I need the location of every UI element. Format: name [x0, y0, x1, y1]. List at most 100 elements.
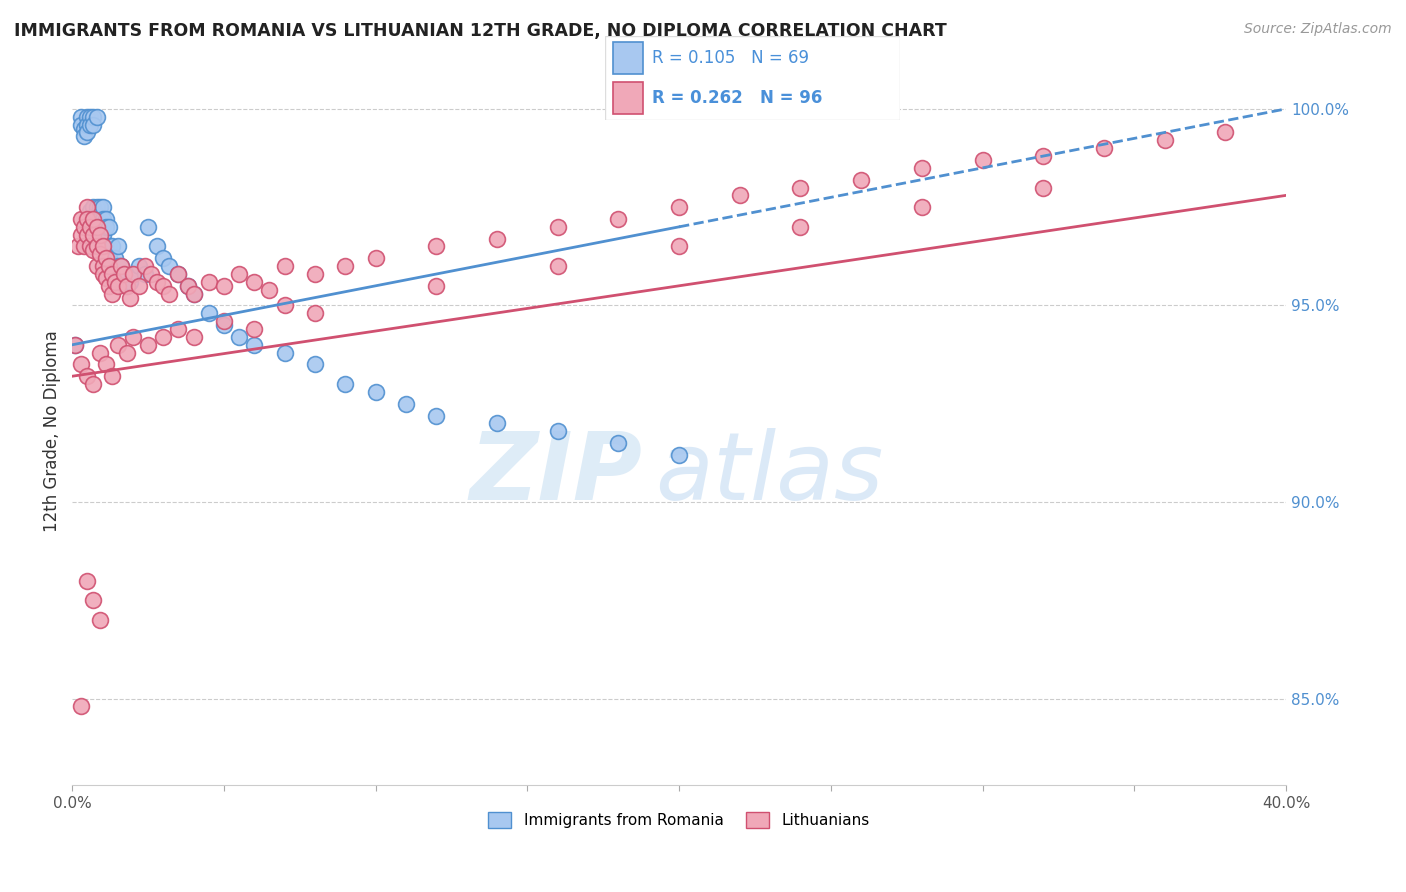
Point	[82, 200, 104, 214]
Point	[115, 345, 138, 359]
Y-axis label: 12th Grade, No Diploma: 12th Grade, No Diploma	[44, 330, 60, 533]
Point	[70, 699, 93, 714]
Point	[94, 239, 117, 253]
Point	[110, 259, 132, 273]
Point	[273, 298, 295, 312]
Point	[668, 200, 690, 214]
Point	[97, 278, 120, 293]
Text: R = 0.105   N = 69: R = 0.105 N = 69	[652, 49, 808, 67]
Point	[65, 338, 87, 352]
Point	[425, 278, 447, 293]
Point	[76, 369, 98, 384]
Point	[122, 267, 145, 281]
Point	[183, 330, 205, 344]
Point	[243, 338, 266, 352]
Point	[79, 110, 101, 124]
Point	[89, 232, 111, 246]
Point	[176, 278, 198, 293]
Point	[91, 219, 114, 234]
Point	[70, 118, 93, 132]
Point	[152, 330, 174, 344]
Point	[157, 259, 180, 273]
Point	[89, 200, 111, 214]
Point	[607, 211, 630, 226]
Point	[972, 153, 994, 167]
Point	[668, 448, 690, 462]
Point	[76, 118, 98, 132]
Point	[91, 239, 114, 253]
Point	[107, 338, 129, 352]
Point	[668, 239, 690, 253]
Point	[789, 180, 811, 194]
Point	[273, 345, 295, 359]
Point	[104, 252, 127, 266]
Point	[167, 322, 190, 336]
Point	[1153, 133, 1175, 147]
Text: R = 0.262   N = 96: R = 0.262 N = 96	[652, 89, 823, 107]
Point	[304, 358, 326, 372]
Point	[118, 291, 141, 305]
Point	[134, 259, 156, 273]
Point	[94, 219, 117, 234]
Point	[228, 330, 250, 344]
Point	[100, 369, 122, 384]
Point	[73, 129, 96, 144]
Point	[911, 161, 934, 175]
Point	[107, 239, 129, 253]
Point	[100, 286, 122, 301]
Point	[82, 110, 104, 124]
Point	[79, 219, 101, 234]
Point	[70, 227, 93, 242]
Point	[157, 286, 180, 301]
Point	[110, 259, 132, 273]
Point	[152, 252, 174, 266]
Legend: Immigrants from Romania, Lithuanians: Immigrants from Romania, Lithuanians	[482, 805, 876, 834]
Point	[104, 267, 127, 281]
Point	[82, 211, 104, 226]
Point	[395, 397, 418, 411]
Point	[728, 188, 751, 202]
Point	[1092, 141, 1115, 155]
Point	[86, 239, 108, 253]
Point	[547, 259, 569, 273]
Point	[1032, 149, 1054, 163]
Point	[1213, 126, 1236, 140]
Point	[89, 247, 111, 261]
Point	[152, 278, 174, 293]
Point	[364, 252, 387, 266]
Point	[86, 219, 108, 234]
Point	[86, 110, 108, 124]
Point	[304, 306, 326, 320]
Point	[849, 172, 872, 186]
Point	[259, 283, 281, 297]
Point	[183, 286, 205, 301]
Point	[82, 377, 104, 392]
Point	[91, 227, 114, 242]
Point	[70, 358, 93, 372]
Point	[136, 338, 159, 352]
Point	[335, 377, 357, 392]
Point	[97, 259, 120, 273]
Point	[107, 278, 129, 293]
Point	[89, 211, 111, 226]
Point	[89, 227, 111, 242]
Bar	[613, 42, 643, 74]
Point	[212, 314, 235, 328]
Point	[91, 259, 114, 273]
Text: Source: ZipAtlas.com: Source: ZipAtlas.com	[1244, 22, 1392, 37]
Point	[607, 436, 630, 450]
Point	[115, 278, 138, 293]
Point	[73, 219, 96, 234]
Point	[65, 338, 87, 352]
Point	[304, 267, 326, 281]
Point	[73, 121, 96, 136]
Point	[104, 275, 127, 289]
Point	[176, 278, 198, 293]
Point	[425, 409, 447, 423]
Point	[115, 278, 138, 293]
Point	[486, 417, 509, 431]
Point	[243, 322, 266, 336]
Point	[97, 219, 120, 234]
Point	[79, 204, 101, 219]
Point	[82, 211, 104, 226]
